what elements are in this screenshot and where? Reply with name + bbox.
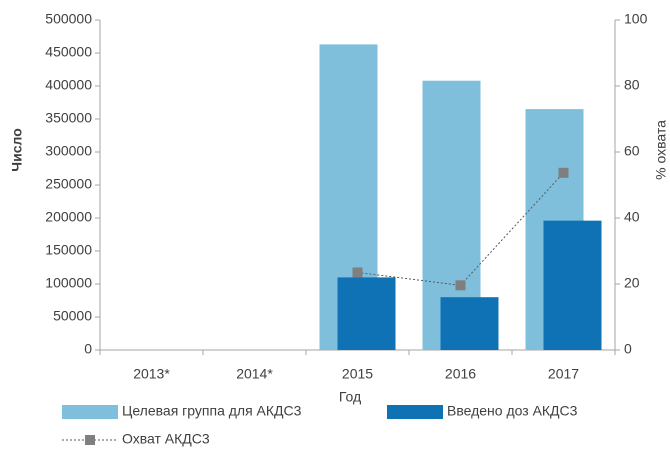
legend-label: Введено доз АКДС3	[447, 403, 578, 419]
y-tick-label: 500000	[45, 11, 92, 27]
y-tick-label: 150000	[45, 242, 92, 258]
bar	[543, 220, 602, 350]
y2-tick-label: 40	[624, 209, 640, 225]
x-tick-label: 2014*	[236, 366, 273, 382]
legend-label: Охват АКДС3	[122, 431, 210, 447]
y2-tick-label: 80	[624, 77, 640, 93]
y-tick-label: 350000	[45, 110, 92, 126]
y2-tick-label: 60	[624, 143, 640, 159]
y-tick-label: 50000	[53, 308, 92, 324]
legend-swatch	[62, 405, 118, 419]
y-tick-label: 250000	[45, 176, 92, 192]
x-tick-label: 2017	[548, 366, 579, 382]
line	[357, 172, 564, 286]
y-tick-label: 200000	[45, 209, 92, 225]
x-tick-label: 2015	[342, 366, 373, 382]
y-tick-label: 300000	[45, 143, 92, 159]
line-marker	[455, 280, 466, 291]
legend-swatch	[387, 405, 443, 419]
bar	[440, 297, 499, 350]
y2-tick-label: 20	[624, 275, 640, 291]
bar	[337, 277, 396, 350]
y-tick-label: 400000	[45, 77, 92, 93]
legend-marker	[85, 435, 95, 445]
y-axis-label: Число	[9, 128, 25, 172]
x-tick-label: 2016	[445, 366, 476, 382]
line-marker	[558, 167, 569, 178]
y2-tick-label: 0	[624, 341, 632, 357]
legend-label: Целевая группа для АКДС3	[122, 403, 302, 419]
line-marker	[352, 267, 363, 278]
y2-tick-label: 100	[624, 11, 648, 27]
y-tick-label: 100000	[45, 275, 92, 291]
y2-axis-label: % охвата	[653, 120, 669, 180]
y-tick-label: 0	[84, 341, 92, 357]
x-axis-label: Год	[339, 389, 361, 405]
x-tick-label: 2013*	[133, 366, 170, 382]
y-tick-label: 450000	[45, 44, 92, 60]
